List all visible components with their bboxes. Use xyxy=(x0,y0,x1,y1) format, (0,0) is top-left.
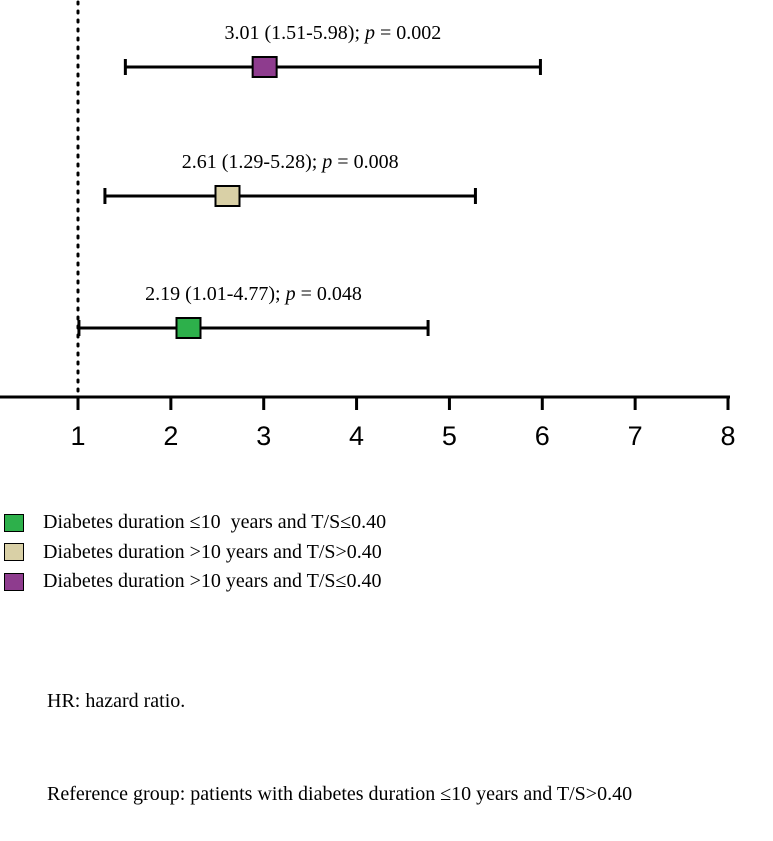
legend: Diabetes duration ≤10 years and T/S≤0.40… xyxy=(4,508,386,597)
estimate-label: 2.19 (1.01-4.77); p = 0.048 xyxy=(145,283,362,305)
legend-label: Diabetes duration >10 years and T/S>0.40 xyxy=(43,540,382,563)
x-tick-label: 6 xyxy=(535,421,550,451)
note-abbreviation: HR: hazard ratio. xyxy=(47,690,186,712)
x-tick-label: 3 xyxy=(256,421,271,451)
legend-item: Diabetes duration >10 years and T/S>0.40 xyxy=(4,538,386,568)
legend-label: Diabetes duration ≤10 years and T/S≤0.40 xyxy=(43,511,387,534)
x-tick-label: 7 xyxy=(628,421,643,451)
estimate-marker xyxy=(214,185,241,207)
legend-item: Diabetes duration >10 years and T/S≤0.40 xyxy=(4,567,386,597)
x-tick-label: 2 xyxy=(163,421,178,451)
x-tick-label: 1 xyxy=(70,421,85,451)
x-tick-label: 4 xyxy=(349,421,364,451)
estimate-label: 2.61 (1.29-5.28); p = 0.008 xyxy=(182,151,399,173)
note-reference-group: Reference group: patients with diabetes … xyxy=(47,783,633,805)
legend-swatch-green xyxy=(4,513,24,532)
forest-plot: 1 2 3 4 5 6 7 8 3.01 (1.51-5.98); p = 0.002 2.61… xyxy=(0,0,736,451)
x-tick-label: 5 xyxy=(442,421,457,451)
estimate-rows: 3.01 (1.51-5.98); p = 0.002 2.61 (1.29-5.… xyxy=(77,22,542,339)
estimate-marker xyxy=(175,317,202,339)
footnotes: HR: hazard ratio. Reference group: patie… xyxy=(47,624,632,841)
estimate-marker xyxy=(251,56,278,78)
legend-swatch-purple xyxy=(4,572,24,591)
x-tick-label: 8 xyxy=(720,421,735,451)
estimate-label: 3.01 (1.51-5.98); p = 0.002 xyxy=(224,22,441,44)
legend-label: Diabetes duration >10 years and T/S≤0.40 xyxy=(43,570,382,593)
legend-item: Diabetes duration ≤10 years and T/S≤0.40 xyxy=(4,508,386,538)
x-axis-ticks: 1 2 3 4 5 6 7 8 xyxy=(70,396,736,451)
legend-swatch-beige xyxy=(4,543,24,562)
